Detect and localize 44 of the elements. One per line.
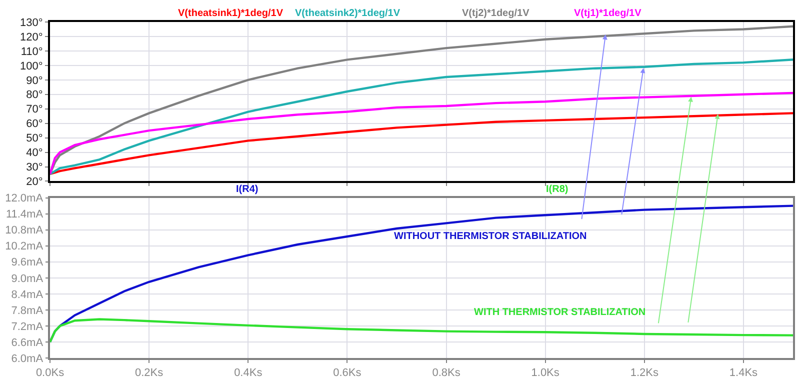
y-tick-label: 10.2mA xyxy=(5,240,44,253)
y-tick-label: 80° xyxy=(26,89,43,102)
text: I(R4) xyxy=(236,184,258,195)
line-series xyxy=(50,25,793,176)
x-tick-label: 1.0Ks xyxy=(531,366,560,379)
y-tick-label: 90° xyxy=(26,74,43,87)
y-tick-label: 8.4mA xyxy=(11,288,44,301)
x-tick-label: 1.2Ks xyxy=(630,366,659,379)
x-tick-label: 1.4Ks xyxy=(729,366,758,379)
line-series xyxy=(50,318,793,344)
y-tick-label: 12.0mA xyxy=(5,192,44,205)
x-tick-label: 0.2Ks xyxy=(135,366,164,379)
x-tick-label: 0.4Ks xyxy=(234,366,263,379)
x-tick-label: 0.8Ks xyxy=(432,366,461,379)
y-tick-label: 30° xyxy=(26,162,43,174)
x-tick-label: 0.6Ks xyxy=(333,366,362,379)
y-tick-label: 6.0mA xyxy=(11,352,44,365)
y-tick-label: 70° xyxy=(26,104,43,116)
y-tick-label: 50° xyxy=(26,132,43,145)
y-tick-label: 6.6mA xyxy=(11,336,44,349)
text: I(R8) xyxy=(546,184,568,195)
y-tick-label: 9.0mA xyxy=(11,272,44,285)
text: V(theatsink1)*1deg/1V xyxy=(178,8,284,19)
line-series xyxy=(50,112,793,176)
y-tick-label: 11.4mA xyxy=(6,208,44,221)
line-series xyxy=(50,92,793,176)
y-tick-label: 10.8mA xyxy=(5,224,44,237)
y-tick-label: 120° xyxy=(20,31,43,44)
annotation: WITHOUT THERMISTOR STABILIZATION xyxy=(394,231,587,242)
y-tick-label: 20° xyxy=(26,176,43,188)
y-tick-label: 7.2mA xyxy=(11,320,44,333)
y-tick-label: 7.8mA xyxy=(11,304,44,317)
y-tick-label: 40° xyxy=(26,147,43,160)
y-tick-label: 60° xyxy=(26,118,43,130)
y-tick-label: 100° xyxy=(20,60,43,72)
y-tick-label: 110° xyxy=(20,46,43,58)
y-tick-label: 130° xyxy=(20,16,43,29)
annotation: WITH THERMISTOR STABILIZATION xyxy=(474,307,646,318)
y-tick-label: 9.6mA xyxy=(11,256,44,269)
text: V(tj2)*1deg/1V xyxy=(462,8,530,19)
line-series xyxy=(50,58,793,176)
text: V(theatsink2)*1deg/1V xyxy=(295,8,400,19)
x-tick-label: 0.0Ks xyxy=(36,366,65,379)
text: V(tj1)*1deg/1V xyxy=(574,8,642,19)
